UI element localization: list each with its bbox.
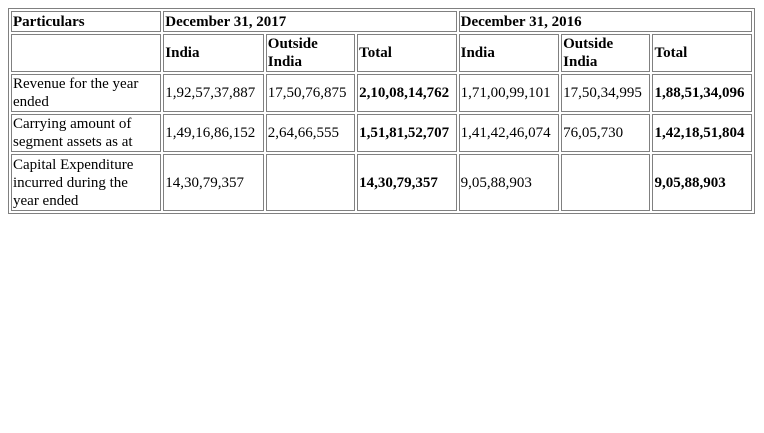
total-2017-value: 1,51,81,52,707 [357,114,457,152]
india-label: India [563,54,598,70]
total-2016-value: 9,05,88,903 [652,154,752,211]
period-2017-header: December 31, 2017 [163,11,457,32]
label-line: Carrying amount of [13,116,132,132]
outside-india-2017-value: 17,50,76,875 [265,74,356,112]
india-2016-value: 9,05,88,903 [458,154,560,211]
outside-india-2016-value [561,154,651,211]
table-row: Capital Expenditure incurred during the ye… [11,154,752,211]
label-line: Capital Expenditure [13,156,134,173]
total-2016-value: 1,88,51,34,096 [652,74,752,112]
india-2016-header: India [458,34,560,72]
india-2017-value: 1,49,16,86,152 [163,114,264,152]
label-line: Revenue for the year [13,76,139,92]
total-2017-value: 14,30,79,357 [357,154,457,211]
empty-header-cell [11,34,162,72]
period-2016-header: December 31, 2016 [458,11,752,32]
india-2017-value: 1,92,57,37,887 [163,74,264,112]
outside-label: Outside [563,36,614,52]
row-label: Carrying amount of segment assets as at [11,114,162,152]
label-line: incurred during the [13,174,128,191]
table-row: Revenue for the year ended 1,92,57,37,887… [11,74,752,112]
outside-india-2016-value: 17,50,34,995 [561,74,651,112]
outside-india-2016-header: Outside India [561,34,651,72]
india-label: India [267,54,302,70]
header-row-regions: India Outside India Total India Outside In… [11,34,752,72]
outside-india-2016-value: 76,05,730 [561,114,651,152]
outside-india-2017-header: Outside India [265,34,356,72]
india-2016-value: 1,41,42,46,074 [458,114,560,152]
table-row: Carrying amount of segment assets as at 1… [11,114,752,152]
segment-table: Particulars December 31, 2017 December 3… [8,8,755,214]
particulars-header: Particulars [11,11,162,32]
label-line: ended [13,94,49,110]
outside-label: Outside [267,36,318,52]
india-2017-header: India [163,34,264,72]
total-2017-header: Total [357,34,457,72]
outside-india-2017-value [265,154,356,211]
total-2017-value: 2,10,08,14,762 [357,74,457,112]
label-line: segment assets as at [13,134,133,150]
label-line: year ended [13,192,79,209]
row-label: Revenue for the year ended [11,74,162,112]
india-2016-value: 1,71,00,99,101 [458,74,560,112]
total-2016-header: Total [652,34,752,72]
total-2016-value: 1,42,18,51,804 [652,114,752,152]
outside-india-2017-value: 2,64,66,555 [265,114,356,152]
india-2017-value: 14,30,79,357 [163,154,264,211]
header-row-periods: Particulars December 31, 2017 December 3… [11,11,752,32]
row-label: Capital Expenditure incurred during the ye… [11,154,162,211]
